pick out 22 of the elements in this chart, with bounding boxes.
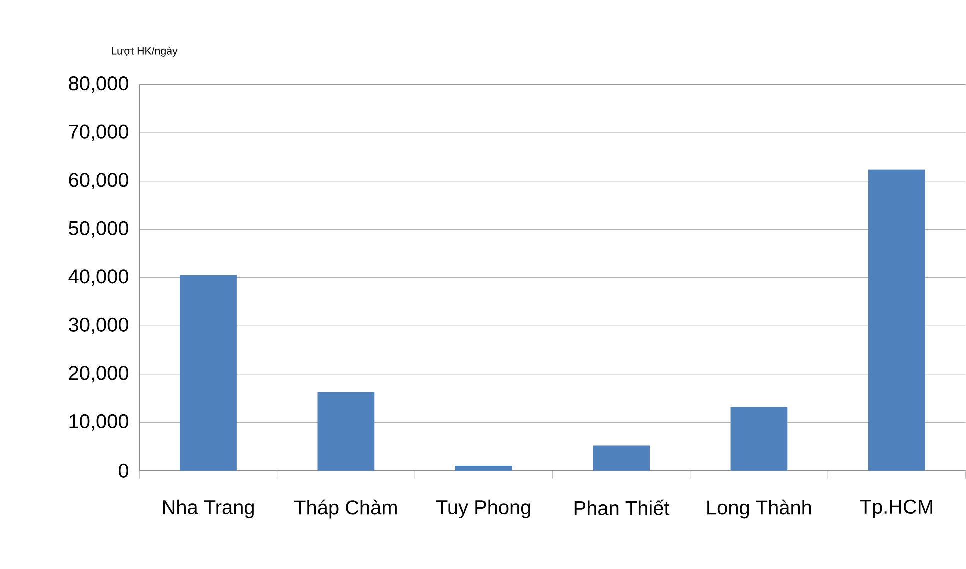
x-tick-label: Nha Trang — [163, 500, 254, 519]
y-axis-title: Lượt HK/ngày — [112, 47, 178, 58]
y-tick-label: 20,000 — [69, 366, 129, 383]
x-tick-label: Tuy Phong — [436, 500, 530, 519]
bar — [730, 407, 788, 472]
y-tick-label: 80,000 — [69, 76, 129, 94]
y-tick-label: 30,000 — [69, 318, 129, 335]
y-tick-label: 0 — [118, 464, 129, 478]
y-tick-label: 60,000 — [69, 173, 129, 190]
x-tick-label: Tháp Chàm — [294, 500, 397, 519]
bar — [868, 170, 926, 472]
y-tick-label: 50,000 — [69, 222, 129, 238]
x-tick-label: Phan Thiết — [574, 500, 670, 516]
y-tick-label: 40,000 — [68, 270, 129, 286]
x-tick-label: Long Thành — [708, 500, 812, 519]
bar — [455, 466, 512, 472]
y-tick-label: 70,000 — [69, 124, 129, 142]
x-tick-label: Tp.HCM — [860, 500, 932, 518]
bar — [318, 392, 375, 472]
bar — [180, 276, 237, 472]
bar — [593, 446, 650, 472]
y-tick-label: 10,000 — [70, 414, 129, 432]
